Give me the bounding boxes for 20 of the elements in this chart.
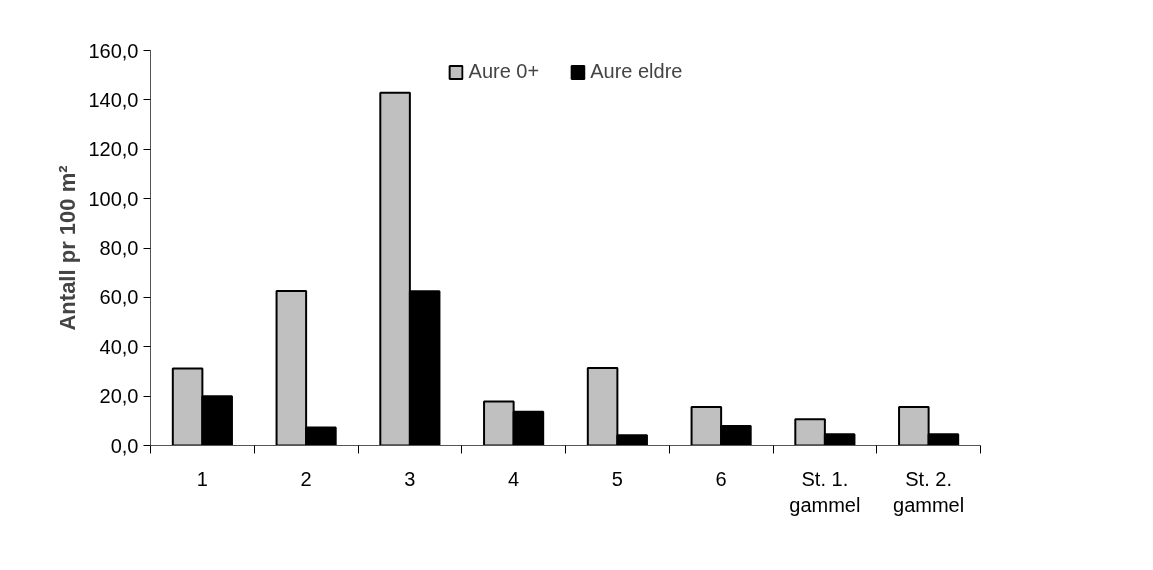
y-tick-label: 0,0	[110, 434, 139, 457]
y-tick-label: 100,0	[88, 187, 139, 210]
y-tick-label: 80,0	[99, 237, 139, 259]
y-tick-label: 60,0	[99, 286, 139, 309]
y-tick-label: 120,0	[88, 138, 139, 161]
x-tick-label: St. 2. gammel	[893, 467, 965, 516]
x-tick-label: St. 1. gammel	[789, 467, 861, 516]
y-tick-label: 160,0	[88, 39, 139, 62]
x-tick-label: 1	[196, 467, 208, 490]
y-tick-label: 140,0	[88, 88, 139, 111]
x-tick-label: 4	[508, 467, 520, 490]
y-tick-label: 20,0	[99, 385, 139, 408]
legend-label: Aure eldre	[590, 60, 683, 83]
y-tick-label: 40,0	[99, 335, 139, 358]
x-tick-label: 3	[404, 467, 416, 490]
legend-label: Aure 0+	[468, 60, 540, 83]
y-axis-title: Antall pr 100 m²	[55, 165, 81, 331]
x-tick-label: 2	[300, 467, 312, 490]
x-tick-label: 5	[611, 467, 623, 490]
x-tick-label: 6	[715, 467, 727, 490]
